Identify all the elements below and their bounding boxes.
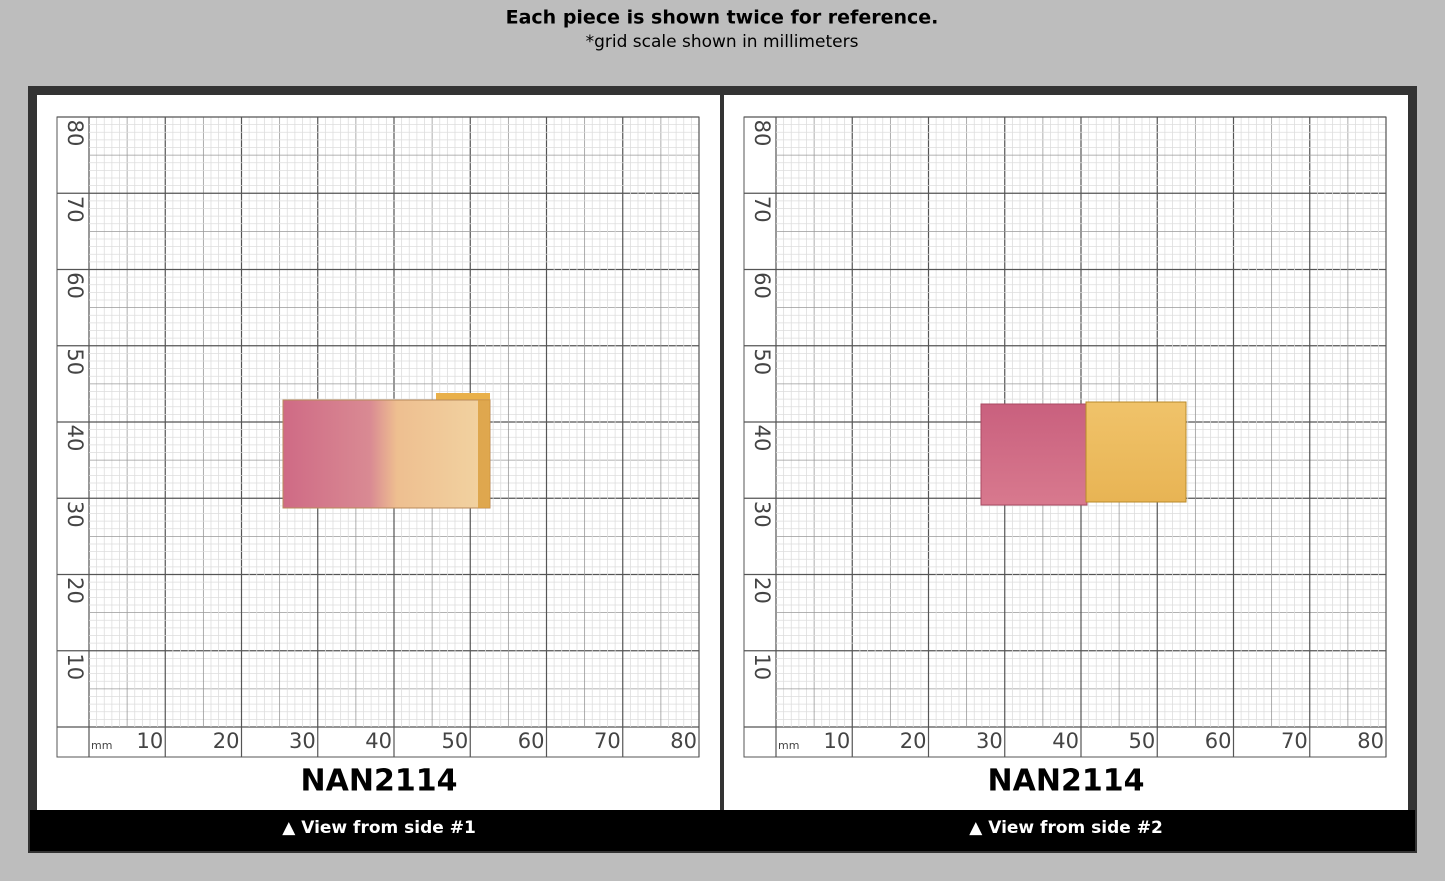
x-tick-label: 50 xyxy=(442,729,469,753)
y-tick-label: 40 xyxy=(63,425,87,452)
y-tick-label: 60 xyxy=(750,272,774,299)
caption: ▲ View from side #1 xyxy=(282,818,476,838)
x-tick-label: 70 xyxy=(594,729,621,753)
x-tick-label: 80 xyxy=(1357,729,1384,753)
x-tick-label: 80 xyxy=(670,729,697,753)
x-tick-label: 20 xyxy=(213,729,240,753)
grid: mm 10 20 30 40 50 60 70 80 10 20 30 40 50 60 70 80 NAN211… xyxy=(56,116,700,838)
unit-label: mm xyxy=(91,739,112,752)
x-tick-label: 30 xyxy=(289,729,316,753)
subtitle: *grid scale shown in millimeters xyxy=(586,32,859,52)
x-tick-label: 20 xyxy=(900,729,927,753)
caption-bar xyxy=(30,810,1415,851)
y-tick-label: 10 xyxy=(750,653,774,680)
y-tick-label: 10 xyxy=(63,653,87,680)
specimen xyxy=(282,393,491,509)
piece-label: NAN2114 xyxy=(301,764,458,799)
x-tick-label: 70 xyxy=(1281,729,1308,753)
grids: mm 10 20 30 40 50 60 70 80 10 20 30 40 50 60 70 80 NAN211… xyxy=(56,116,1387,838)
title: Each piece is shown twice for reference. xyxy=(506,7,939,29)
y-tick-label: 80 xyxy=(750,120,774,147)
unit-label: mm xyxy=(778,739,799,752)
y-tick-label: 70 xyxy=(63,196,87,223)
x-tick-label: 40 xyxy=(365,729,392,753)
y-tick-label: 50 xyxy=(63,348,87,375)
x-tick-label: 30 xyxy=(976,729,1003,753)
y-tick-label: 20 xyxy=(63,577,87,604)
x-tick-label: 50 xyxy=(1129,729,1156,753)
y-tick-label: 40 xyxy=(750,425,774,452)
x-tick-label: 60 xyxy=(518,729,545,753)
x-tick-label: 60 xyxy=(1205,729,1232,753)
caption: ▲ View from side #2 xyxy=(969,818,1163,838)
specimen xyxy=(980,401,1187,506)
y-tick-label: 30 xyxy=(63,501,87,528)
x-tick-label: 10 xyxy=(137,729,164,753)
y-tick-label: 50 xyxy=(750,348,774,375)
y-tick-label: 80 xyxy=(63,120,87,147)
x-tick-label: 10 xyxy=(824,729,851,753)
y-tick-label: 60 xyxy=(63,272,87,299)
piece-label: NAN2114 xyxy=(988,764,1145,799)
x-tick-label: 40 xyxy=(1052,729,1079,753)
y-tick-label: 20 xyxy=(750,577,774,604)
y-tick-label: 70 xyxy=(750,196,774,223)
y-tick-label: 30 xyxy=(750,501,774,528)
